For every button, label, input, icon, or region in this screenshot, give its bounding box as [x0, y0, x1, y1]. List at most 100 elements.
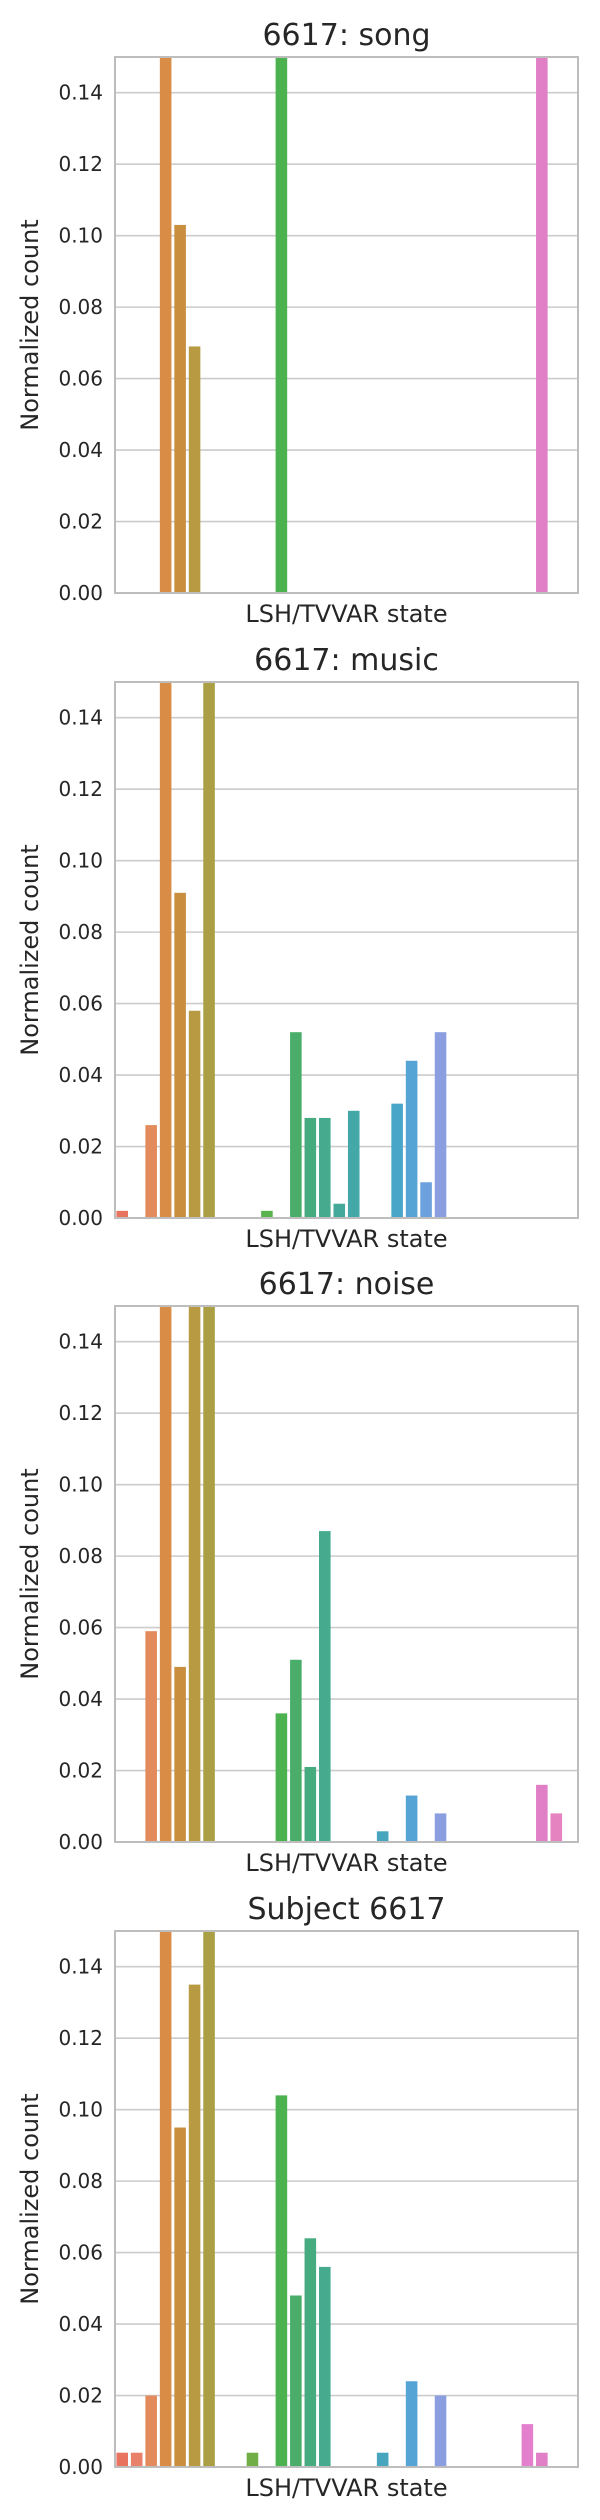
chart-title: Subject 6617 [247, 1892, 445, 1927]
bar-state-4 [174, 2127, 186, 2467]
y-tick-label: 0.02 [58, 1759, 103, 1783]
y-tick-label: 0.06 [58, 1616, 103, 1640]
chart-panel: 0.00 0.02 0.04 0.06 0.08 0.10 0.12 0.14 6617: no… [16, 1267, 579, 1877]
bar-state-13 [304, 1117, 317, 1218]
bar-state-20 [405, 1795, 418, 1842]
bar-state-3 [159, 682, 172, 1218]
y-tick-label: 0.06 [58, 992, 103, 1016]
bar-state-1 [130, 2452, 143, 2467]
bar-state-11 [275, 57, 288, 593]
y-tick-label: 0.00 [58, 581, 103, 605]
y-axis-label: Normalized count [16, 2093, 44, 2304]
chart-panel: 0.00 0.02 0.04 0.06 0.08 0.10 0.12 0.14 6617: so… [16, 18, 579, 628]
bar-state-14 [319, 1531, 331, 1842]
y-tick-label: 0.14 [58, 81, 103, 105]
y-tick-label: 0.04 [58, 1063, 103, 1087]
bar-state-5 [188, 1010, 201, 1218]
bar-state-4 [174, 224, 186, 594]
y-tick-label: 0.04 [58, 1687, 103, 1711]
bar-state-18 [376, 2452, 389, 2467]
bar-state-2 [145, 2395, 157, 2467]
chart-title: 6617: music [254, 643, 439, 678]
bar-state-5 [188, 346, 201, 593]
y-tick-label: 0.08 [58, 2169, 103, 2193]
plot-frame [114, 681, 579, 1219]
bar-state-29 [536, 2452, 548, 2467]
bar-state-2 [145, 1631, 157, 1842]
bar-state-5 [188, 1306, 201, 1842]
plot-frame [114, 1930, 579, 2468]
bar-state-6 [203, 1306, 215, 1842]
bar-state-30 [550, 1813, 563, 1842]
bar-state-0 [116, 1210, 129, 1218]
bar-state-11 [275, 2095, 288, 2467]
y-tick-label: 0.06 [58, 367, 103, 391]
bar-state-29 [536, 57, 548, 593]
bar-state-12 [290, 2295, 302, 2467]
bar-state-3 [159, 1931, 172, 2467]
bar-state-6 [203, 682, 215, 1218]
x-axis-label: LSH/TVVAR state [245, 2474, 447, 2502]
x-axis-label: LSH/TVVAR state [245, 1849, 447, 1877]
bar-state-14 [319, 1117, 331, 1218]
bar-state-3 [159, 1306, 172, 1842]
y-axis-label: Normalized count [16, 1468, 44, 1679]
bar-state-15 [333, 1203, 346, 1218]
bar-state-29 [536, 1784, 548, 1842]
y-tick-label: 0.12 [58, 777, 103, 801]
y-axis-label: Normalized count [16, 219, 44, 430]
bar-state-12 [290, 1032, 302, 1218]
bar-state-12 [290, 1659, 302, 1842]
bar-state-13 [304, 1766, 317, 1842]
y-tick-label: 0.12 [58, 2026, 103, 2050]
y-tick-label: 0.08 [58, 295, 103, 319]
chart-title: 6617: song [262, 18, 430, 53]
chart-panel: 0.00 0.02 0.04 0.06 0.08 0.10 0.12 0.14 6617: mu… [16, 643, 579, 1253]
y-tick-label: 0.08 [58, 920, 103, 944]
y-tick-label: 0.10 [58, 1473, 103, 1497]
bar-state-19 [391, 1103, 403, 1218]
bar-state-2 [145, 1125, 157, 1218]
y-tick-label: 0.00 [58, 2455, 103, 2479]
y-tick-label: 0.08 [58, 1544, 103, 1568]
bar-state-22 [434, 2395, 447, 2467]
y-tick-label: 0.04 [58, 438, 103, 462]
plot-frame [114, 56, 579, 594]
y-tick-label: 0.02 [58, 2384, 103, 2408]
chart-panel: 0.00 0.02 0.04 0.06 0.08 0.10 0.12 0.14 Subject … [16, 1892, 579, 2502]
y-tick-label: 0.12 [58, 1401, 103, 1425]
bar-state-4 [174, 892, 186, 1218]
bar-state-16 [347, 1110, 360, 1218]
bar-state-3 [159, 57, 172, 593]
bar-state-6 [203, 1931, 215, 2467]
bar-state-0 [116, 2452, 129, 2467]
y-tick-label: 0.10 [58, 2098, 103, 2122]
y-tick-label: 0.14 [58, 1330, 103, 1354]
x-axis-label: LSH/TVVAR state [245, 1225, 447, 1253]
y-tick-label: 0.12 [58, 152, 103, 176]
y-tick-label: 0.14 [58, 706, 103, 730]
bar-state-22 [434, 1813, 447, 1842]
bar-state-20 [405, 1060, 418, 1218]
bar-state-4 [174, 1666, 186, 1842]
y-tick-label: 0.14 [58, 1955, 103, 1979]
bar-state-14 [319, 2266, 331, 2467]
bar-state-21 [420, 1182, 432, 1218]
bar-state-9 [246, 2452, 259, 2467]
bar-state-18 [376, 1831, 389, 1842]
y-tick-label: 0.00 [58, 1830, 103, 1854]
y-tick-label: 0.06 [58, 2241, 103, 2265]
y-tick-label: 0.02 [58, 1135, 103, 1159]
y-tick-label: 0.10 [58, 224, 103, 248]
plot-frame [114, 1305, 579, 1843]
y-tick-label: 0.00 [58, 1206, 103, 1230]
y-axis-label: Normalized count [16, 844, 44, 1055]
chart-title: 6617: noise [259, 1267, 435, 1302]
bar-state-28 [521, 2424, 534, 2467]
bar-state-5 [188, 1984, 201, 2467]
bar-state-11 [275, 1713, 288, 1842]
x-axis-label: LSH/TVVAR state [245, 600, 447, 628]
bar-state-13 [304, 2238, 317, 2467]
bar-state-22 [434, 1032, 447, 1218]
